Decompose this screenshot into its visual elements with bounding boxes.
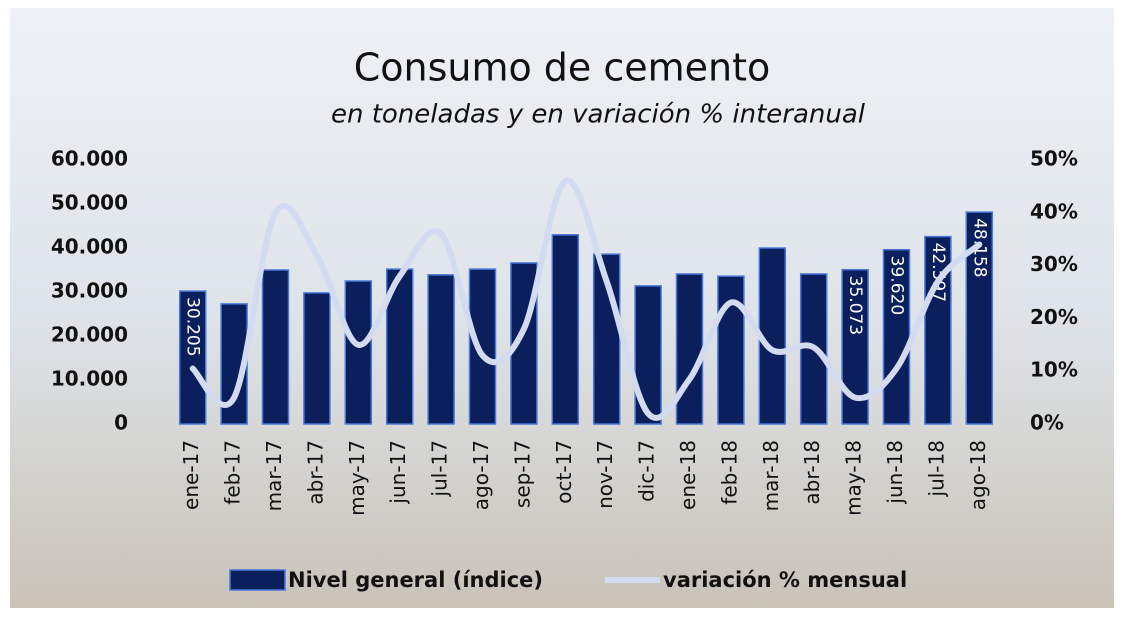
- y-tick-label: 10.000: [51, 367, 128, 391]
- x-tick-label: ene-18: [676, 440, 700, 510]
- x-tick-label: feb-18: [717, 440, 741, 505]
- value-label: 30.205: [183, 297, 203, 356]
- x-tick-label: oct-17: [552, 440, 576, 504]
- bar: [634, 285, 662, 425]
- x-tick-label: feb-17: [221, 440, 245, 505]
- bar: [717, 275, 745, 425]
- value-label: 35.073: [845, 276, 865, 335]
- y-tick-label: 50.000: [51, 191, 128, 215]
- x-tick-label: may-18: [842, 440, 866, 516]
- x-tick-label: ago-18: [966, 440, 990, 510]
- bar: [261, 269, 290, 425]
- bar: [551, 234, 580, 425]
- bar: [675, 273, 704, 425]
- y2-tick-label: 40%: [1030, 199, 1078, 223]
- x-tick-label: abr-18: [800, 440, 824, 505]
- y-tick-label: 40.000: [51, 235, 128, 259]
- x-tick-label: may-17: [345, 440, 369, 516]
- legend-label: variación % mensual: [663, 568, 907, 592]
- x-tick-label: dic-17: [635, 440, 659, 502]
- bar: [303, 292, 331, 425]
- x-tick-label: mar-18: [759, 440, 783, 511]
- y2-tick-label: 20%: [1030, 305, 1078, 329]
- x-tick-label: jul-18: [924, 440, 948, 497]
- y-tick-label: 30.000: [51, 279, 128, 303]
- y-tick-label: 20.000: [51, 323, 128, 347]
- bar: [427, 274, 455, 425]
- x-tick-label: nov-17: [593, 440, 617, 509]
- x-tick-label: jul-17: [428, 440, 452, 497]
- y2-tick-label: 50%: [1030, 147, 1078, 171]
- x-tick-label: mar-17: [262, 440, 286, 511]
- y-tick-label: 60.000: [51, 147, 128, 171]
- y2-tick-label: 10%: [1030, 358, 1078, 382]
- bar: [344, 280, 373, 425]
- y2-tick-label: 0%: [1030, 411, 1064, 435]
- legend-label: Nivel general (índice): [288, 568, 543, 592]
- x-tick-label: jun-18: [883, 440, 907, 505]
- x-tick-label: ene-17: [179, 440, 203, 510]
- line: [189, 177, 983, 421]
- x-tick-label: abr-17: [303, 440, 327, 505]
- bar: [882, 248, 911, 425]
- y2-tick-label: 30%: [1030, 252, 1078, 276]
- chart-title: Consumo de cemento: [354, 46, 771, 90]
- x-tick-label: sep-17: [510, 440, 534, 508]
- chart-subtitle: en toneladas y en variación % interanual: [331, 100, 866, 130]
- x-tick-label: jun-17: [386, 440, 410, 505]
- bar: [178, 290, 207, 425]
- y-tick-label: 0: [114, 411, 128, 435]
- bar: [468, 268, 497, 425]
- x-tick-label: ago-17: [469, 440, 493, 510]
- value-label: 39.620: [887, 256, 907, 315]
- legend-swatch: [229, 569, 286, 591]
